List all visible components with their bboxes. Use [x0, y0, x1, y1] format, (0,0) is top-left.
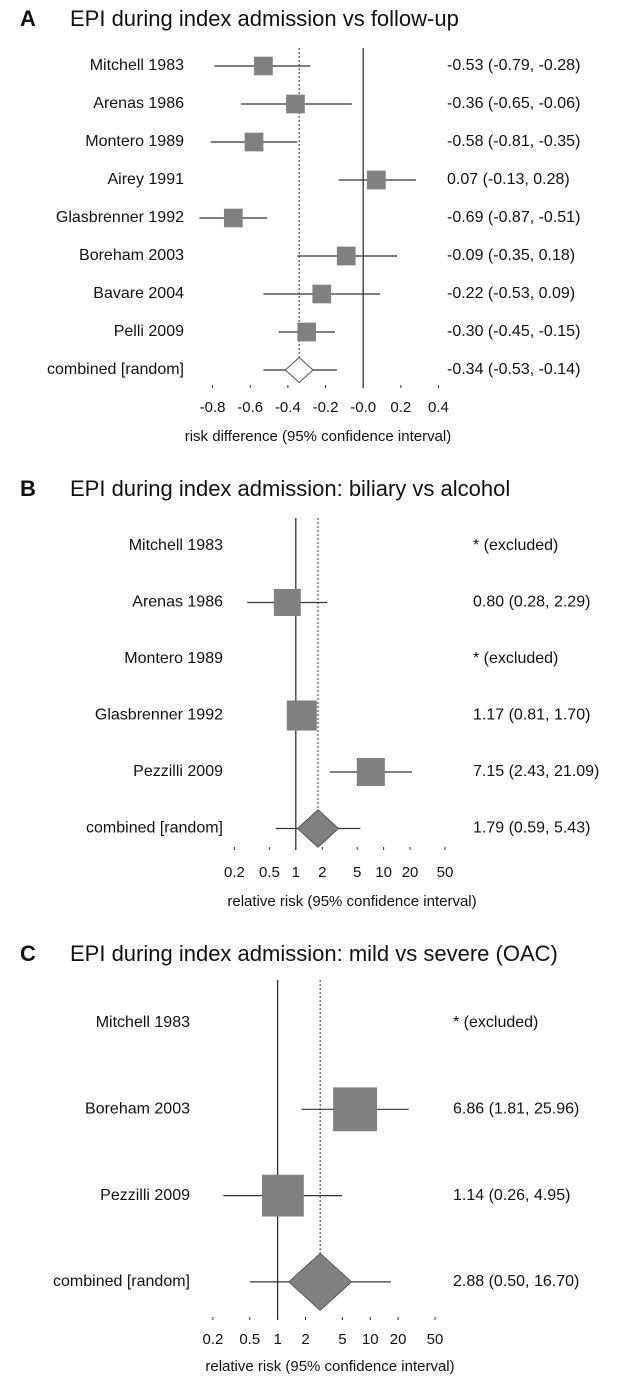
study-estimate: 1.14 (0.26, 4.95)	[453, 1187, 570, 1204]
study-name: Montero 1989	[85, 133, 184, 150]
pooled-estimate: 2.88 (0.50, 16.70)	[453, 1273, 579, 1290]
study-name: Pelli 2009	[114, 323, 184, 340]
study-box	[273, 589, 301, 616]
panel-title: EPI during index admission: mild vs seve…	[70, 941, 558, 966]
study-estimate: 7.15 (2.43, 21.09)	[473, 763, 599, 780]
study-estimate: 0.07 (-0.13, 0.28)	[447, 171, 570, 188]
study-name: Boreham 2003	[79, 247, 184, 264]
x-tick-label: 1	[273, 1331, 281, 1348]
study-estimate: -0.58 (-0.81, -0.35)	[447, 133, 580, 150]
panel-letter: B	[20, 476, 36, 501]
pooled-estimate: 1.79 (0.59, 5.43)	[473, 820, 590, 837]
study-box	[366, 170, 386, 190]
pooled-name: combined [random]	[86, 820, 223, 837]
study-name: Montero 1989	[124, 650, 223, 667]
study-estimate: -0.09 (-0.35, 0.18)	[447, 247, 575, 264]
x-tick-label: 0.2	[224, 864, 245, 881]
x-tick-label: -0.2	[313, 399, 339, 416]
x-tick-label: 10	[362, 1331, 379, 1348]
study-name: Pezzilli 2009	[133, 763, 223, 780]
x-axis-label: risk difference (95% confidence interval…	[185, 428, 452, 445]
study-estimate: 6.86 (1.81, 25.96)	[453, 1101, 579, 1118]
study-name: Glasbrenner 1992	[95, 707, 223, 724]
study-estimate: 1.17 (0.81, 1.70)	[473, 707, 590, 724]
study-name: Glasbrenner 1992	[56, 209, 184, 226]
panel-letter: A	[20, 6, 36, 31]
x-tick-label: 10	[375, 864, 392, 881]
study-box	[261, 1174, 304, 1217]
x-tick-label: 50	[437, 864, 454, 881]
x-tick-label: 0.4	[428, 399, 449, 416]
x-tick-label: 2	[301, 1331, 309, 1348]
x-tick-label: 2	[318, 864, 326, 881]
x-tick-label: -0.8	[200, 399, 226, 416]
pooled-diamond	[296, 809, 340, 848]
x-tick-label: 5	[353, 864, 361, 881]
study-estimate: * (excluded)	[473, 537, 558, 554]
study-name: Pezzilli 2009	[100, 1187, 190, 1204]
study-box	[336, 246, 356, 266]
study-box	[312, 284, 332, 304]
study-name: Bavare 2004	[93, 285, 184, 302]
study-name: Arenas 1986	[132, 594, 223, 611]
study-box	[286, 94, 305, 114]
x-tick-label: -0.4	[275, 399, 301, 416]
x-tick-label: 0.2	[202, 1331, 223, 1348]
study-estimate: * (excluded)	[453, 1014, 538, 1031]
study-box	[356, 757, 385, 787]
x-tick-label: 0.5	[239, 1331, 260, 1348]
study-name: Arenas 1986	[93, 95, 184, 112]
panel-title: EPI during index admission: biliary vs a…	[70, 476, 510, 501]
study-box	[333, 1087, 378, 1132]
pooled-estimate: -0.34 (-0.53, -0.14)	[447, 361, 580, 378]
x-axis-label: relative risk (95% confidence interval)	[205, 1358, 454, 1375]
pooled-name: combined [random]	[47, 361, 184, 378]
panel-letter: C	[20, 941, 36, 966]
study-name: Mitchell 1983	[129, 537, 223, 554]
pooled-diamond	[284, 356, 314, 384]
x-tick-label: 20	[390, 1331, 407, 1348]
study-estimate: -0.69 (-0.87, -0.51)	[447, 209, 580, 226]
x-tick-label: 0.5	[259, 864, 280, 881]
study-name: Airey 1991	[108, 171, 185, 188]
x-tick-label: -0.6	[237, 399, 263, 416]
x-axis-label: relative risk (95% confidence interval)	[227, 893, 476, 910]
study-estimate: -0.30 (-0.45, -0.15)	[447, 323, 580, 340]
study-estimate: -0.36 (-0.65, -0.06)	[447, 95, 580, 112]
study-estimate: -0.53 (-0.79, -0.28)	[447, 57, 580, 74]
study-box	[254, 56, 273, 76]
pooled-name: combined [random]	[53, 1273, 190, 1290]
study-name: Mitchell 1983	[90, 57, 184, 74]
pooled-diamond	[288, 1252, 353, 1312]
x-tick-label: 5	[338, 1331, 346, 1348]
x-tick-label: 1	[292, 864, 300, 881]
study-name: Boreham 2003	[85, 1101, 190, 1118]
study-estimate: -0.22 (-0.53, 0.09)	[447, 285, 575, 302]
study-estimate: * (excluded)	[473, 650, 558, 667]
x-tick-label: 50	[427, 1331, 444, 1348]
study-box	[223, 208, 243, 228]
study-estimate: 0.80 (0.28, 2.29)	[473, 594, 590, 611]
x-tick-label: 0.2	[390, 399, 411, 416]
panel-title: EPI during index admission vs follow-up	[70, 6, 459, 31]
x-tick-label: -0.0	[350, 399, 376, 416]
study-box	[297, 322, 317, 342]
study-box	[286, 700, 317, 731]
study-name: Mitchell 1983	[96, 1014, 190, 1031]
study-box	[244, 132, 264, 152]
x-tick-label: 20	[402, 864, 419, 881]
